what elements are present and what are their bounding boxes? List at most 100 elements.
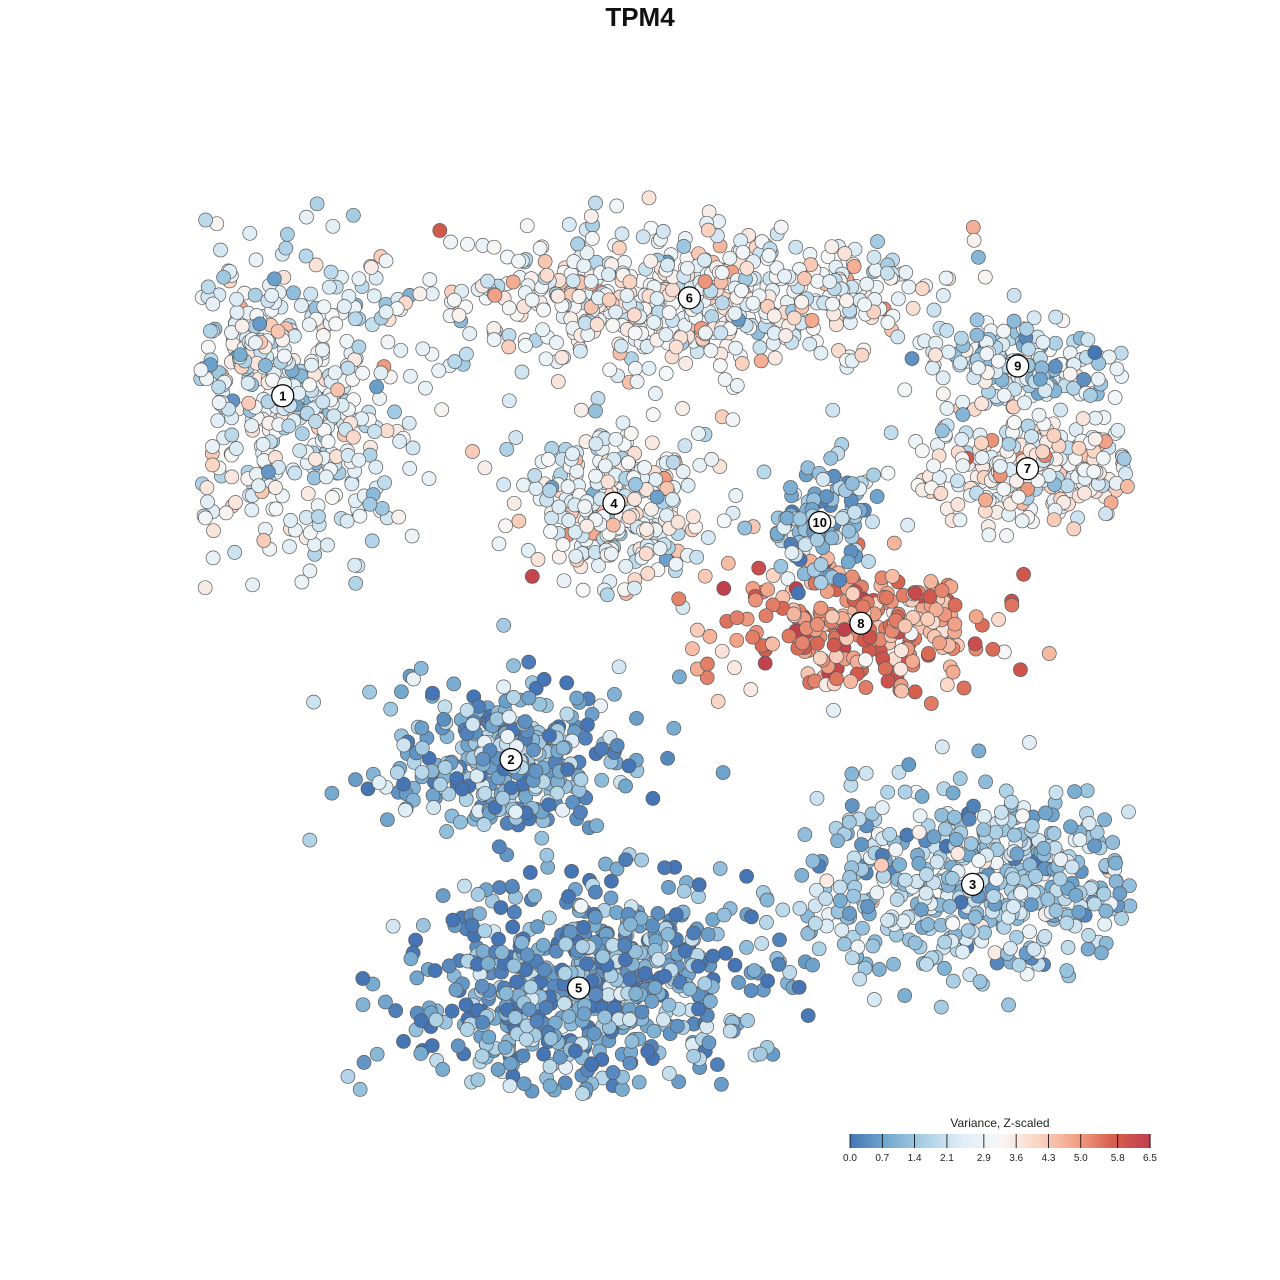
cell-point bbox=[347, 557, 363, 573]
cell-point bbox=[573, 772, 589, 787]
cell-point bbox=[584, 231, 600, 246]
cell-point bbox=[866, 992, 882, 1007]
colorbar-segment bbox=[1090, 1134, 1093, 1148]
colorbar-segment bbox=[900, 1134, 903, 1148]
cell-point bbox=[858, 765, 874, 781]
colorbar-segment bbox=[974, 1134, 977, 1148]
cell-point bbox=[752, 1046, 768, 1062]
cell-point bbox=[880, 265, 895, 281]
cell-point bbox=[560, 479, 576, 495]
cell-point bbox=[813, 575, 829, 590]
cell-point bbox=[1016, 566, 1031, 582]
cell-point bbox=[470, 887, 486, 902]
cell-point bbox=[1007, 827, 1022, 843]
cell-point bbox=[198, 212, 213, 228]
cell-point bbox=[415, 917, 431, 933]
cell-point bbox=[211, 395, 227, 410]
cell-point bbox=[897, 784, 913, 800]
cell-point bbox=[487, 287, 503, 303]
cell-point bbox=[388, 1003, 404, 1018]
colorbar-segment bbox=[912, 1134, 915, 1148]
cell-point bbox=[907, 585, 923, 601]
cell-point bbox=[320, 537, 335, 553]
cell-point bbox=[870, 234, 885, 249]
cell-point bbox=[897, 872, 913, 888]
cell-point bbox=[815, 472, 831, 487]
cell-point bbox=[797, 827, 813, 842]
cell-point bbox=[623, 916, 638, 932]
colorbar-segment bbox=[1142, 1134, 1145, 1148]
cell-point bbox=[515, 1048, 531, 1064]
cell-point bbox=[351, 452, 367, 468]
cell-point bbox=[840, 554, 856, 570]
cell-point bbox=[224, 427, 240, 443]
cell-point bbox=[985, 641, 1001, 657]
cell-point bbox=[459, 1022, 475, 1037]
cell-point bbox=[791, 979, 807, 995]
cell-point bbox=[524, 292, 540, 308]
cell-point bbox=[671, 591, 687, 607]
colorbar-segment bbox=[904, 1134, 907, 1148]
cell-point bbox=[506, 495, 522, 511]
cell-point bbox=[1077, 485, 1092, 501]
cell-point bbox=[511, 253, 526, 269]
cell-point bbox=[339, 333, 355, 349]
cell-point bbox=[645, 407, 661, 422]
cell-point bbox=[700, 656, 715, 672]
cell-point bbox=[675, 464, 691, 479]
cell-point bbox=[802, 336, 818, 352]
cell-point bbox=[1003, 794, 1019, 810]
cell-point bbox=[475, 751, 491, 767]
colorbar-segment bbox=[1128, 1134, 1131, 1148]
cell-point bbox=[716, 513, 732, 529]
cell-point bbox=[599, 587, 615, 603]
cell-point bbox=[422, 272, 438, 287]
cell-point bbox=[786, 310, 802, 326]
cell-point bbox=[638, 546, 654, 561]
colorbar-segment bbox=[1058, 1134, 1061, 1148]
cell-point bbox=[891, 764, 907, 780]
cell-point bbox=[579, 518, 595, 534]
cell-point bbox=[649, 291, 665, 306]
cell-point bbox=[205, 296, 221, 312]
cell-point bbox=[527, 888, 542, 904]
cell-point bbox=[971, 360, 986, 376]
cluster-id-text: 2 bbox=[507, 752, 514, 767]
cluster-id-text: 10 bbox=[813, 515, 827, 530]
cell-point bbox=[956, 680, 972, 696]
cell-point bbox=[300, 486, 316, 502]
cell-point bbox=[773, 558, 789, 574]
cell-point bbox=[872, 962, 887, 977]
cell-point bbox=[1022, 735, 1037, 750]
cell-point bbox=[897, 618, 913, 634]
cell-point bbox=[623, 426, 639, 441]
cell-point bbox=[739, 940, 754, 955]
cell-point bbox=[558, 936, 574, 952]
cell-point bbox=[451, 307, 467, 323]
cluster-label-5: 5 bbox=[567, 976, 591, 1000]
colorbar-segment bbox=[1014, 1134, 1017, 1148]
cell-point bbox=[792, 511, 808, 527]
cell-point bbox=[657, 968, 673, 984]
cell-point bbox=[378, 253, 394, 269]
colorbar-segment bbox=[1050, 1134, 1053, 1148]
cell-point bbox=[925, 360, 940, 376]
cell-point bbox=[897, 988, 913, 1003]
colorbar-segment bbox=[972, 1134, 975, 1148]
cell-point bbox=[517, 714, 533, 729]
colorbar-segment bbox=[964, 1134, 967, 1148]
cluster-marker bbox=[677, 286, 702, 310]
cell-point bbox=[555, 537, 571, 552]
cell-point bbox=[934, 739, 950, 755]
legend-tick-label: 6.5 bbox=[1143, 1153, 1157, 1164]
cell-point bbox=[1013, 662, 1028, 678]
cell-point bbox=[923, 574, 939, 589]
colorbar-segment bbox=[994, 1134, 997, 1148]
cell-point bbox=[432, 777, 448, 792]
cell-point bbox=[264, 288, 280, 303]
cell-point bbox=[588, 195, 603, 211]
cell-point bbox=[526, 742, 541, 758]
cell-point bbox=[294, 298, 309, 313]
cell-point bbox=[446, 292, 462, 308]
cell-point bbox=[829, 671, 844, 687]
